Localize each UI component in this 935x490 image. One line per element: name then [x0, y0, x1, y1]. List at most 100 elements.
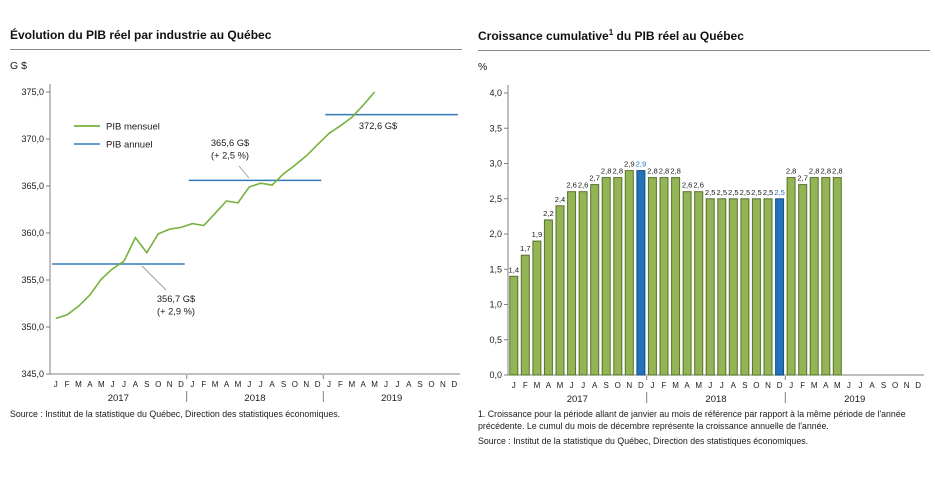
month-tick-label: M — [212, 380, 219, 389]
month-tick-label: S — [417, 380, 422, 389]
right-title-text-2: du PIB réel au Québec — [613, 29, 744, 43]
month-tick-label: J — [190, 380, 194, 389]
month-tick-label: D — [451, 380, 457, 389]
month-tick-label: A — [546, 381, 552, 390]
right-y-axis-unit: % — [478, 61, 488, 73]
month-tick-label: N — [626, 381, 632, 390]
month-tick-label: J — [581, 381, 585, 390]
month-tick-label: J — [789, 381, 793, 390]
bar-value-label: 2,9 — [636, 160, 647, 169]
annotation-text: 356,7 G$ — [157, 294, 196, 304]
bar-value-label: 2,5 — [763, 188, 774, 197]
bar — [671, 177, 681, 376]
annotation-text: (+ 2,5 %) — [211, 151, 249, 161]
bar-value-label: 2,6 — [682, 181, 693, 190]
bars-group: 1,41,71,92,22,42,6 2,62,72,8 2,82,9 2,92,8 2… — [509, 160, 843, 376]
annotations: 356,7 G$ (+ 2,9 %) 365,6 G$ (+ 2,5 %) 372,6 … — [141, 121, 398, 317]
month-tick-label: S — [881, 381, 886, 390]
month-tick-label: O — [292, 380, 298, 389]
annotation-text: 372,6 G$ — [359, 121, 398, 131]
bar-value-label: 2,8 — [613, 167, 624, 176]
bar — [717, 198, 727, 376]
month-tick-label: M — [75, 380, 82, 389]
bar-value-label: 2,8 — [821, 167, 832, 176]
bar — [613, 177, 623, 376]
bar-value-label: 2,4 — [555, 195, 566, 204]
month-tick-label: F — [800, 381, 805, 390]
right-chart-panel: Croissance cumulative1 du PIB réel au Qu… — [478, 28, 930, 446]
month-tick-label: N — [440, 380, 446, 389]
left-y-axis-unit: G $ — [10, 60, 27, 72]
bar-value-label: 2,8 — [647, 167, 658, 176]
bar — [728, 198, 738, 376]
month-tick-label: M — [235, 380, 242, 389]
bar — [659, 177, 669, 376]
y-tick-label: 4,0 — [489, 88, 502, 98]
month-tick-label: J — [858, 381, 862, 390]
bar — [590, 184, 600, 376]
right-source: Source : Institut de la statistique du Q… — [478, 435, 809, 446]
month-tick-label: D — [915, 381, 921, 390]
bar — [567, 191, 577, 376]
year-label: 2018 — [244, 393, 265, 404]
bar — [832, 177, 842, 376]
pib-annuel-segments — [52, 113, 458, 265]
annual-highlight-bar — [636, 170, 646, 376]
month-tick-label: M — [695, 381, 702, 390]
month-tick-label: J — [847, 381, 851, 390]
legend: PIB mensuel PIB annuel — [74, 122, 160, 151]
month-tick-label: F — [65, 380, 70, 389]
year-label: 2019 — [381, 393, 402, 404]
annotation-leader-line — [238, 165, 250, 179]
y-tick-label: 355,0 — [21, 275, 44, 285]
month-tick-label: J — [54, 380, 58, 389]
y-tick-label: 3,5 — [489, 123, 502, 133]
bar — [694, 191, 704, 376]
year-label: 2017 — [567, 394, 588, 405]
month-tick-label: A — [406, 380, 412, 389]
month-tick-label: F — [662, 381, 667, 390]
month-tick-label: N — [303, 380, 309, 389]
bar — [509, 275, 519, 376]
month-tick-label: J — [384, 380, 388, 389]
bar-value-label: 2,7 — [589, 174, 600, 183]
bar-value-label: 2,5 — [717, 188, 728, 197]
bar-value-label: 2,5 — [774, 188, 785, 197]
month-tick-label: S — [144, 380, 149, 389]
y-tick-label: 345,0 — [21, 369, 44, 379]
y-tick-label: 2,5 — [489, 194, 502, 204]
bar — [682, 191, 692, 376]
bar-value-label: 2,5 — [751, 188, 762, 197]
bar-value-label: 2,5 — [728, 188, 739, 197]
footnote-marker: 1 — [608, 28, 614, 37]
month-tick-label: J — [720, 381, 724, 390]
month-tick-label: A — [133, 380, 139, 389]
bar — [624, 170, 634, 376]
y-tick-label: 2,0 — [489, 229, 502, 239]
annotation-text: 365,6 G$ — [211, 138, 250, 148]
month-tick-label: D — [777, 381, 783, 390]
bar-value-label: 2,9 — [624, 160, 635, 169]
month-tick-label: J — [708, 381, 712, 390]
annotation-leader-line — [141, 265, 167, 291]
month-tick-label: J — [111, 380, 115, 389]
month-tick-label: O — [155, 380, 161, 389]
year-label: 2019 — [844, 394, 865, 405]
month-tick-label: A — [869, 381, 875, 390]
month-tick-label: J — [395, 380, 399, 389]
month-tick-label: F — [201, 380, 206, 389]
y-tick-label: 370,0 — [21, 134, 44, 144]
bar-value-label: 2,8 — [659, 167, 670, 176]
bar — [809, 177, 819, 376]
month-tick-label: D — [638, 381, 644, 390]
month-tick-label: M — [348, 380, 355, 389]
month-tick-label: F — [523, 381, 528, 390]
year-label: 2017 — [108, 393, 129, 404]
bar — [543, 219, 553, 376]
bar — [578, 191, 588, 376]
month-tick-label: M — [534, 381, 541, 390]
month-tick-label: S — [604, 381, 609, 390]
